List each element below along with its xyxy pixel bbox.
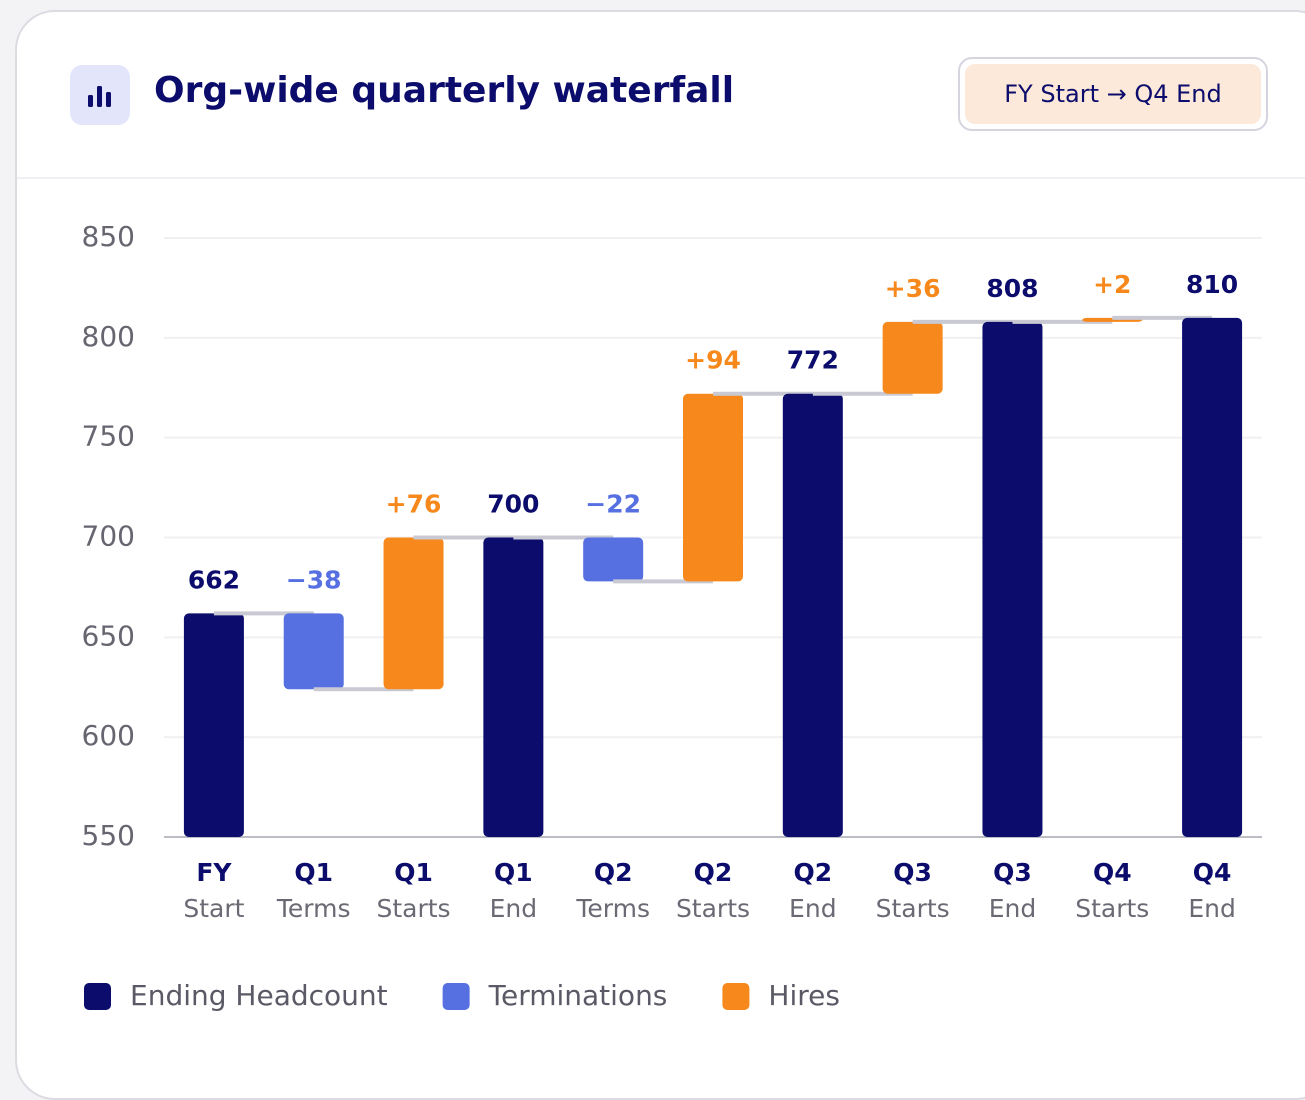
legend-swatch [84, 983, 111, 1010]
value-label: +76 [386, 490, 442, 519]
x-tick-label: FY [196, 858, 232, 887]
x-tick-label: Starts [1075, 894, 1149, 923]
y-tick-label: 700 [82, 520, 135, 553]
card-header: Org-wide quarterly waterfall FY Start → … [17, 12, 1305, 179]
icon-glyph [88, 86, 111, 107]
value-label: 772 [787, 346, 839, 375]
x-tick-label: Q4 [1193, 858, 1232, 887]
x-tick-label: Terms [575, 894, 650, 923]
x-tick-label: End [490, 894, 538, 923]
badge-text: FY Start → Q4 End [965, 64, 1261, 124]
x-tick-label: End [989, 894, 1037, 923]
x-tick-label: Starts [876, 894, 950, 923]
value-label: +36 [885, 274, 941, 303]
bar [283, 613, 344, 690]
range-badge[interactable]: FY Start → Q4 End [958, 57, 1268, 131]
bar [683, 393, 743, 582]
bar [1182, 317, 1243, 837]
x-tick-label: Starts [376, 894, 450, 923]
x-tick-label: Starts [676, 894, 750, 923]
x-tick-label: Q3 [893, 858, 932, 887]
x-tick-label: Q3 [993, 858, 1032, 887]
y-tick-label: 600 [82, 719, 135, 752]
x-tick-label: Q1 [294, 858, 333, 887]
y-tick-label: 800 [82, 320, 135, 353]
card-title: Org-wide quarterly waterfall [154, 70, 735, 111]
x-tick-label: Start [183, 894, 244, 923]
card: Org-wide quarterly waterfall FY Start → … [15, 10, 1305, 1100]
x-tick-label: Q1 [394, 858, 433, 887]
x-tick-label: Q1 [494, 858, 533, 887]
y-tick-label: 750 [82, 420, 135, 453]
x-tick-label: Q2 [594, 858, 633, 887]
x-tick-label: Terms [276, 894, 351, 923]
value-label: 808 [986, 274, 1038, 303]
x-tick-label: End [789, 894, 837, 923]
legend-label: Terminations [488, 979, 668, 1012]
bar [383, 537, 444, 690]
chart-icon [70, 65, 130, 125]
x-tick-label: End [1188, 894, 1236, 923]
value-label: 700 [487, 490, 539, 519]
value-label: +2 [1093, 270, 1131, 299]
legend-label: Ending Headcount [130, 979, 388, 1012]
value-label: −38 [286, 565, 342, 594]
bar [782, 393, 843, 837]
x-tick-label: Q2 [793, 858, 832, 887]
y-tick-label: 650 [82, 619, 135, 652]
bar [583, 537, 644, 582]
y-tick-label: 850 [82, 220, 135, 253]
legend-swatch [722, 983, 750, 1010]
x-tick-label: Q4 [1093, 858, 1132, 887]
page: Org-wide quarterly waterfall FY Start → … [15, 10, 1305, 1100]
bar [483, 537, 544, 837]
y-tick-label: 550 [82, 819, 135, 852]
value-label: −22 [585, 490, 641, 519]
legend-swatch [442, 983, 470, 1010]
bar [982, 321, 1043, 837]
legend-label: Hires [768, 979, 840, 1012]
value-label: +94 [685, 346, 741, 375]
bar [183, 613, 244, 837]
chart: 550 600 650 700 750 800 850 FY Start 662 Q1 Terms −3… [82, 220, 1262, 1012]
x-tick-label: Q2 [694, 858, 733, 887]
value-label: 810 [1186, 270, 1238, 299]
value-label: 662 [188, 565, 240, 594]
bar [882, 321, 943, 394]
